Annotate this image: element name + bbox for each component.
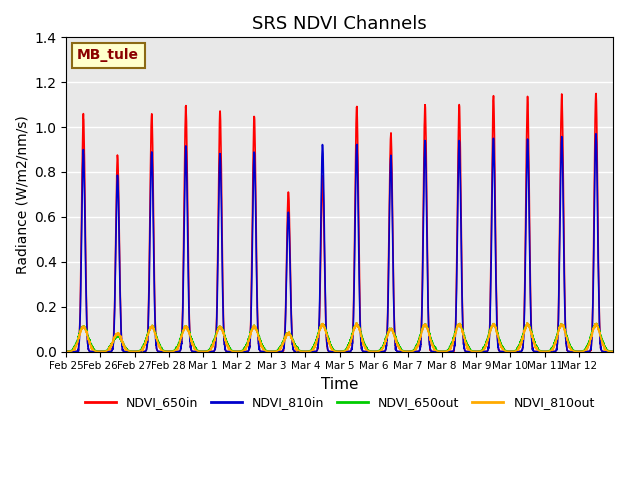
- NDVI_810out: [273, 348, 280, 354]
- NDVI_650in: [81, 224, 89, 230]
- NDVI_650out: [273, 348, 280, 354]
- NDVI_810in: [381, 348, 388, 354]
- NDVI_650out: [381, 339, 388, 345]
- NDVI_810out: [479, 347, 487, 353]
- NDVI_650in: [609, 348, 617, 354]
- Line: NDVI_810out: NDVI_810out: [67, 323, 613, 351]
- NDVI_810out: [396, 346, 404, 352]
- NDVI_650in: [273, 348, 280, 354]
- NDVI_650out: [319, 323, 327, 328]
- Text: MB_tule: MB_tule: [77, 48, 140, 62]
- NDVI_650in: [592, 91, 600, 96]
- NDVI_650out: [609, 348, 617, 354]
- NDVI_810in: [319, 167, 327, 173]
- NDVI_650in: [268, 348, 275, 354]
- NDVI_810in: [63, 348, 70, 354]
- NDVI_810in: [592, 131, 600, 137]
- NDVI_810in: [74, 348, 82, 354]
- NDVI_810in: [609, 348, 617, 354]
- NDVI_810out: [268, 348, 275, 354]
- NDVI_650out: [63, 348, 70, 354]
- NDVI_810out: [381, 341, 388, 347]
- NDVI_810in: [396, 348, 404, 354]
- Legend: NDVI_650in, NDVI_810in, NDVI_650out, NDVI_810out: NDVI_650in, NDVI_810in, NDVI_650out, NDV…: [79, 391, 600, 414]
- NDVI_650in: [396, 348, 404, 354]
- NDVI_650in: [381, 348, 388, 354]
- NDVI_650out: [479, 346, 487, 352]
- Title: SRS NDVI Channels: SRS NDVI Channels: [252, 15, 427, 33]
- X-axis label: Time: Time: [321, 377, 358, 392]
- Line: NDVI_650in: NDVI_650in: [67, 94, 613, 351]
- NDVI_650out: [131, 348, 138, 354]
- NDVI_650in: [479, 348, 487, 354]
- NDVI_810in: [479, 348, 487, 354]
- NDVI_650out: [81, 324, 89, 330]
- Y-axis label: Radiance (W/m2/nm/s): Radiance (W/m2/nm/s): [15, 115, 29, 274]
- NDVI_650in: [63, 348, 70, 354]
- NDVI_810out: [81, 325, 89, 331]
- NDVI_810out: [319, 323, 327, 328]
- NDVI_810out: [609, 348, 617, 354]
- NDVI_810in: [81, 249, 89, 255]
- NDVI_810out: [63, 348, 70, 354]
- NDVI_810in: [273, 348, 280, 354]
- NDVI_650out: [524, 320, 531, 325]
- Line: NDVI_650out: NDVI_650out: [67, 323, 613, 351]
- NDVI_650out: [396, 345, 404, 350]
- Line: NDVI_810in: NDVI_810in: [67, 134, 613, 351]
- NDVI_810out: [524, 320, 531, 325]
- NDVI_650in: [319, 195, 327, 201]
